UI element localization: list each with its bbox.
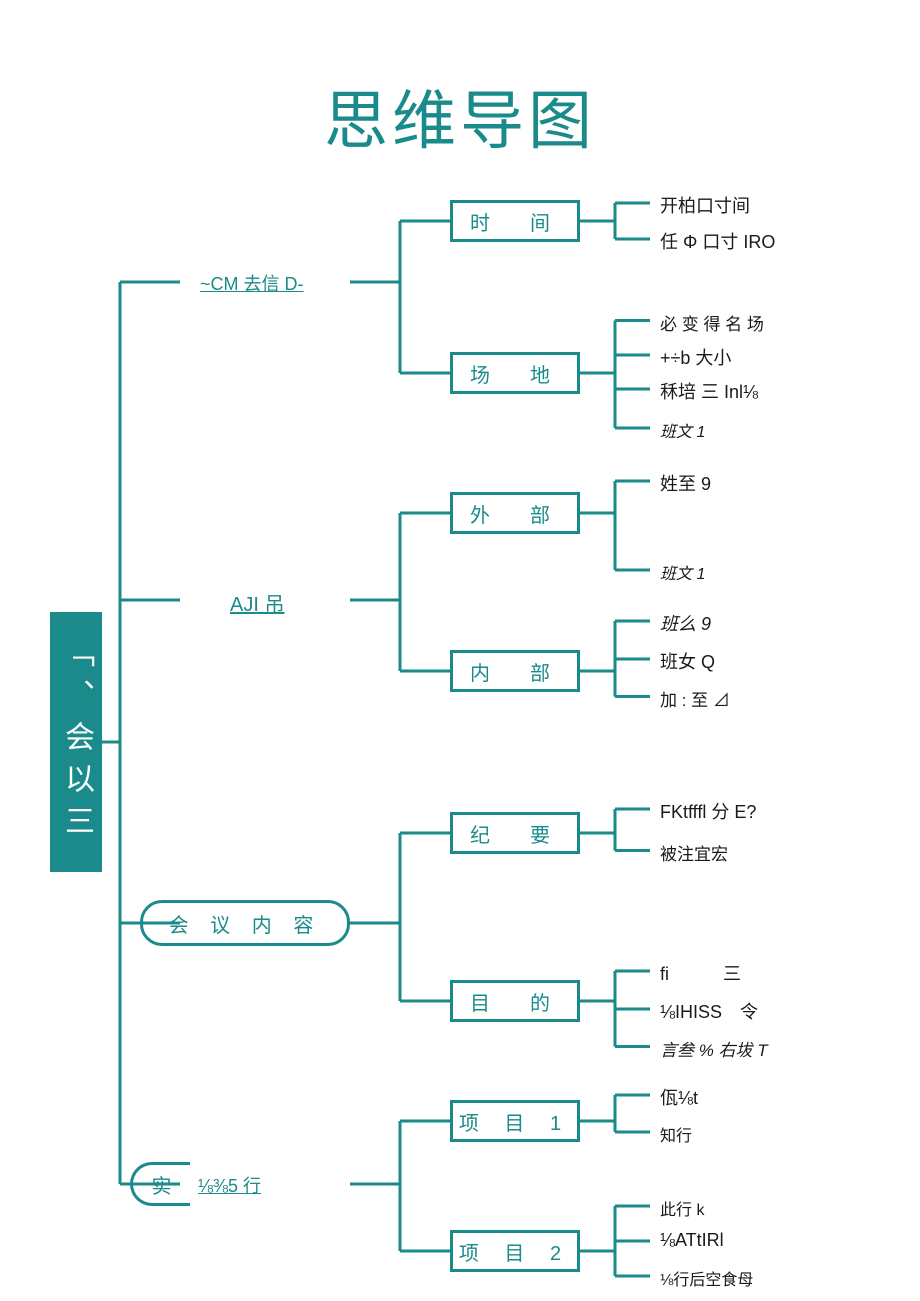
node-m6: 目 的 xyxy=(450,980,580,1022)
node-m1: 时 间 xyxy=(450,200,580,242)
branch-b4: 实 xyxy=(130,1162,190,1206)
node-m8: 项 目 2 xyxy=(450,1230,580,1272)
leaf-m6-1: ⅛IHISS 令 xyxy=(660,998,758,1024)
leaf-m5-1: 被注宜宏 xyxy=(660,840,728,865)
leaf-m4-0: 班么 9 xyxy=(660,610,711,636)
leaf-m4-1: 班女 Q xyxy=(660,648,715,674)
leaf-m8-0: 此行 k xyxy=(660,1196,704,1220)
leaf-m3-1: 班文 1 xyxy=(660,560,705,584)
leaf-m3-0: 姓至 9 xyxy=(660,470,711,496)
branch-b3: 会 议 内 容 xyxy=(140,900,350,946)
leaf-m2-2: 秝培 三 Inl⅛ xyxy=(660,378,758,404)
node-m7: 项 目 1 xyxy=(450,1100,580,1142)
branch-b4-suffix: ⅛⅜5 行 xyxy=(198,1172,261,1198)
node-m4: 内 部 xyxy=(450,650,580,692)
node-m5: 纪 要 xyxy=(450,812,580,854)
root-node: 「、会以三 xyxy=(50,612,102,872)
leaf-m5-0: FKtfffl 分 E? xyxy=(660,798,756,824)
leaf-m8-2: ⅛行后空食母 xyxy=(660,1266,753,1290)
branch-b1: ~CM 去信 D- xyxy=(200,270,304,296)
leaf-m6-0: fi 三 xyxy=(660,960,741,986)
leaf-m1-0: 开柏口寸间 xyxy=(660,192,750,218)
leaf-m2-3: 班文 1 xyxy=(660,418,705,442)
leaf-m7-1: 知行 xyxy=(660,1122,692,1146)
branch-b2: AJI 吊 xyxy=(230,588,284,617)
node-m3: 外 部 xyxy=(450,492,580,534)
main-title: 思维导图 xyxy=(324,70,596,162)
leaf-m1-1: 任 Φ 口寸 IRO xyxy=(660,228,775,254)
leaf-m2-1: +÷b 大小 xyxy=(660,344,731,370)
node-m2: 场 地 xyxy=(450,352,580,394)
leaf-m6-2: 言叁 % 右坺 T xyxy=(660,1036,768,1061)
leaf-m8-1: ⅛ATtIRl xyxy=(660,1230,724,1251)
leaf-m4-2: 加 : 至 ⊿ xyxy=(660,686,730,711)
leaf-m7-0: 佤⅛t xyxy=(660,1084,698,1110)
leaf-m2-0: 必 变 得 名 场 xyxy=(660,310,764,335)
